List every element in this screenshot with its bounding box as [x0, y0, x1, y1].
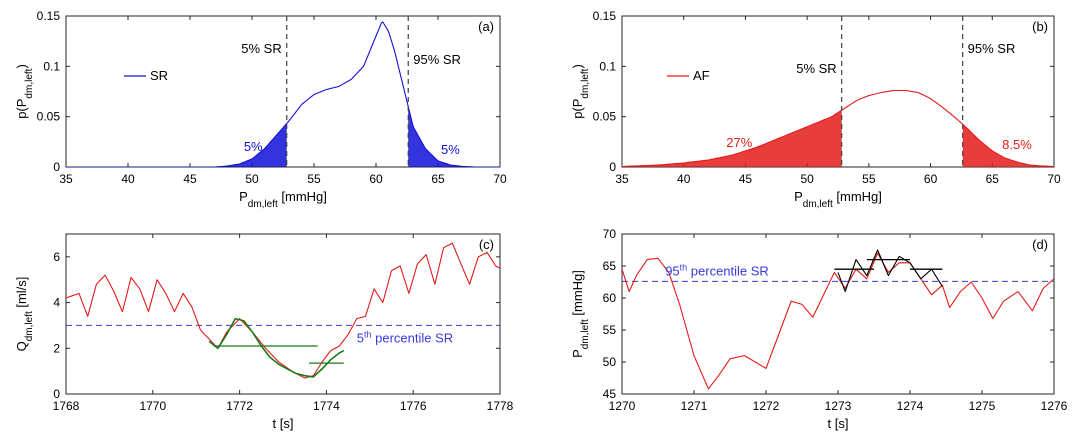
percentile-vline-label: 5% SR	[796, 61, 836, 76]
shaded-tail-region	[962, 124, 1054, 167]
threshold-label: 5th percentile SR	[357, 329, 453, 345]
y-tick-label: 0.05	[37, 110, 61, 124]
x-tick-label: 40	[677, 172, 691, 186]
x-tick-label: 1272	[753, 399, 780, 413]
shaded-tail-region	[214, 123, 287, 167]
x-tick-label: 45	[183, 172, 197, 186]
x-tick-label: 1770	[139, 399, 166, 413]
panel-label: (d)	[1032, 237, 1048, 252]
y-axis-label: p(Pdm,left)	[570, 64, 591, 119]
x-tick-label: 50	[800, 172, 814, 186]
panel-label: (b)	[1032, 19, 1048, 34]
y-tick-label: 60	[603, 291, 617, 305]
series-line	[622, 89, 1054, 167]
panel-c: 1768 1770 1772 1774 1776 1778 0 2 4 6 t [s] Qdm,lef…	[14, 233, 514, 431]
x-tick-label: 50	[245, 172, 259, 186]
percentile-vline-label: 95% SR	[968, 41, 1016, 56]
plot-area	[622, 249, 1054, 390]
y-tick-label: 45	[603, 387, 617, 401]
plot-area	[66, 242, 500, 379]
legend-label: SR	[150, 68, 168, 83]
y-axis-label: p(Pdm,left)	[14, 64, 35, 119]
x-tick-label: 1275	[969, 399, 996, 413]
x-tick-label: 65	[431, 172, 445, 186]
x-tick-label: 55	[862, 172, 876, 186]
tail-percentage-label: 5%	[244, 139, 263, 154]
x-tick-label: 70	[1047, 172, 1061, 186]
x-tick-label: 1271	[681, 399, 708, 413]
x-tick-label: 70	[493, 172, 507, 186]
y-axis-label: Qdm,left [ml/s]	[14, 277, 35, 352]
legend-label: AF	[693, 68, 710, 83]
y-tick-label: 65	[603, 259, 617, 273]
x-tick-label: 1772	[226, 399, 253, 413]
x-tick-label: 65	[986, 172, 1000, 186]
panel-d: 1270 1271 1272 1273 1274 1275 1276 45 50 55 60 65 70…	[570, 227, 1068, 431]
panel-b: 35 40 45 50 55 60 65 70 0 0.05 0.1 0.15 Pdm,left [mm…	[570, 9, 1061, 210]
x-tick-label: 1274	[897, 399, 924, 413]
plot-area	[66, 16, 500, 167]
x-axis-label: Pdm,left [mmHg]	[239, 189, 327, 210]
x-axis-label: Pdm,left [mmHg]	[794, 189, 882, 210]
panel-label: (c)	[479, 237, 494, 252]
y-tick-label: 70	[603, 227, 617, 241]
y-tick-label: 0.1	[43, 59, 60, 73]
series-line	[208, 317, 345, 378]
y-tick-label: 0.05	[593, 110, 617, 124]
y-tick-label: 4	[53, 296, 60, 310]
y-tick-label: 6	[53, 250, 60, 264]
x-tick-label: 35	[615, 172, 629, 186]
tail-percentage-label: 8.5%	[1002, 137, 1032, 152]
threshold-label: 95th percentile SR	[665, 262, 769, 278]
panel-a: 35 40 45 50 55 60 65 70 0 0.05 0.1 0.15 Pdm,left [mm…	[14, 9, 507, 210]
x-tick-label: 1270	[609, 399, 636, 413]
x-axis-label: t [s]	[273, 416, 294, 431]
percentile-vline-label: 5% SR	[241, 41, 281, 56]
x-tick-label: 1774	[313, 399, 340, 413]
y-tick-label: 0	[609, 160, 616, 174]
series-line	[837, 249, 943, 293]
plot-area	[622, 16, 1054, 167]
y-tick-label: 55	[603, 323, 617, 337]
x-tick-label: 60	[924, 172, 938, 186]
x-tick-label: 55	[307, 172, 321, 186]
x-axis-label: t [s]	[828, 416, 849, 431]
panel-label: (a)	[478, 19, 494, 34]
shaded-tail-region	[622, 110, 842, 167]
tail-percentage-label: 5%	[441, 142, 460, 157]
x-tick-label: 1276	[1041, 399, 1068, 413]
y-tick-label: 0.1	[599, 59, 616, 73]
series-line	[66, 21, 500, 167]
x-tick-label: 1776	[400, 399, 427, 413]
shaded-tail-region	[408, 106, 476, 167]
percentile-vline-label: 95% SR	[413, 52, 461, 67]
y-tick-label: 0	[53, 160, 60, 174]
x-tick-label: 1778	[487, 399, 514, 413]
y-tick-label: 0.15	[593, 9, 617, 23]
x-tick-label: 1273	[825, 399, 852, 413]
axes-frame	[65, 233, 501, 395]
series-line	[66, 242, 500, 379]
axes-frame	[621, 233, 1055, 395]
series-line	[622, 252, 1054, 390]
y-tick-label: 0	[53, 387, 60, 401]
y-tick-label: 2	[53, 341, 60, 355]
x-tick-label: 1768	[53, 399, 80, 413]
tail-percentage-label: 27%	[726, 135, 752, 150]
x-tick-label: 35	[59, 172, 73, 186]
x-tick-label: 40	[121, 172, 135, 186]
x-tick-label: 60	[369, 172, 383, 186]
y-axis-label: Pdm,left [mmHg]	[570, 270, 591, 358]
y-tick-label: 0.15	[37, 9, 61, 23]
y-tick-label: 50	[603, 355, 617, 369]
x-tick-label: 45	[739, 172, 753, 186]
